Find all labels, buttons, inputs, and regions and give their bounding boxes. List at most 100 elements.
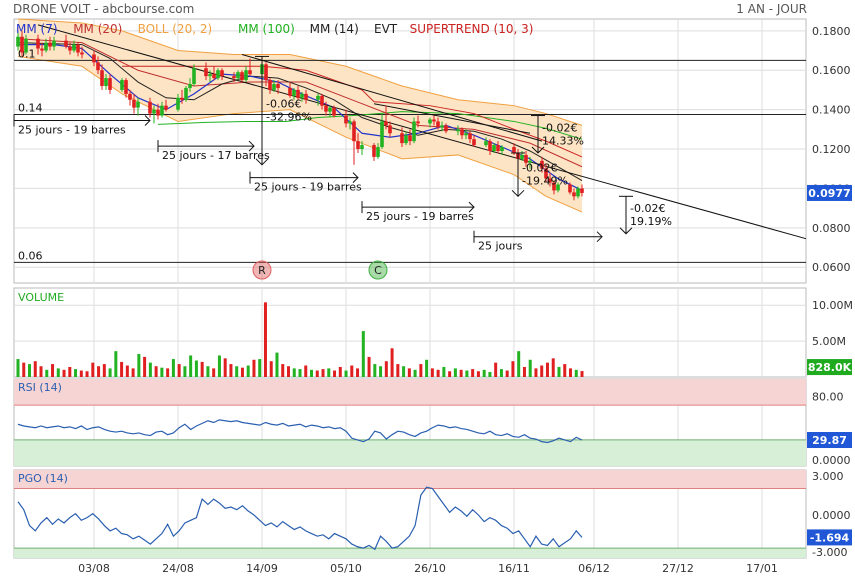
candle-body: [484, 141, 488, 146]
volume-bar: [200, 361, 204, 377]
volume-bar: [545, 362, 549, 377]
volume-bar: [240, 367, 244, 377]
price-panel: 0.06000.08000.10000.12000.14000.16000.18…: [13, 18, 852, 284]
legend-item: MM (7): [16, 22, 58, 36]
candle-body: [152, 109, 156, 114]
volume-bar: [396, 364, 400, 377]
candle-body: [16, 36, 20, 47]
candle-body: [440, 125, 444, 128]
candle-body: [488, 141, 492, 151]
candle-body: [512, 147, 516, 153]
volume-bar: [511, 361, 515, 377]
volume-bar: [223, 358, 227, 377]
volume-bar: [327, 368, 331, 377]
volume-bar: [171, 359, 175, 377]
candle-body: [136, 101, 140, 108]
volume-bar: [390, 348, 394, 377]
candle-body: [40, 48, 44, 51]
volume-last-label: 828.0K: [808, 361, 852, 374]
candle-body: [400, 133, 404, 144]
volume-bar: [494, 362, 498, 377]
volume-bar: [528, 359, 532, 377]
candle-body: [388, 125, 392, 134]
candle-body: [48, 42, 52, 47]
legend-item: SUPERTREND (10, 3): [410, 22, 534, 36]
candle-body: [236, 72, 240, 79]
price-tick-label: 0.0600: [812, 261, 851, 274]
volume-bar: [482, 369, 486, 377]
candle-body: [80, 52, 84, 55]
volume-bar: [148, 362, 152, 377]
volume-bar: [189, 355, 193, 377]
mm20-line: [17, 38, 583, 168]
volume-bar: [304, 365, 308, 377]
measure-arrow: [619, 227, 633, 235]
candle-body: [132, 99, 136, 108]
volume-bar: [568, 368, 572, 377]
candle-body: [232, 76, 236, 79]
volume-bar: [465, 370, 469, 377]
volume-bar: [22, 362, 26, 377]
candle-body: [268, 80, 272, 90]
pgo-oversold-zone: [14, 548, 806, 558]
legend-item: MM (100): [238, 22, 295, 36]
volume-bar: [436, 369, 440, 377]
volume-bar: [91, 362, 95, 377]
volume-bar: [298, 369, 302, 377]
volume-bar: [419, 364, 423, 377]
volume-bar: [476, 371, 480, 377]
candle-body: [404, 135, 408, 144]
candle-body: [428, 119, 432, 124]
candle-body: [300, 93, 304, 98]
pgo-title: PGO (14): [18, 472, 68, 485]
volume-bar: [68, 366, 72, 377]
candle-body: [412, 121, 416, 142]
measure-value: -0.02€: [522, 162, 557, 175]
candle-body: [576, 188, 580, 197]
last-price-badge: [807, 184, 852, 201]
pgo-tick-label: 3.000: [812, 470, 844, 483]
trendline: [37, 24, 807, 240]
pgo-tick-label: -3.000: [812, 546, 847, 559]
volume-bar: [229, 364, 233, 377]
candle-body: [192, 68, 196, 85]
volume-last-badge: [807, 359, 852, 376]
candle-body: [148, 101, 152, 114]
rsi-last-badge: [807, 432, 852, 449]
volume-bar: [379, 366, 383, 377]
candle-body: [176, 97, 180, 110]
volume-bar: [344, 370, 348, 377]
x-tick-label: 06/12: [578, 562, 610, 575]
volume-bar: [79, 370, 83, 377]
volume-bar: [356, 368, 360, 377]
volume-bar: [540, 365, 544, 377]
candle-body: [104, 78, 108, 86]
volume-bar: [574, 369, 578, 377]
volume-bar: [108, 368, 112, 377]
bollinger-lower: [17, 55, 583, 213]
event-marker: [368, 260, 388, 280]
cycle-label: 25 jours - 19 barres: [254, 181, 362, 194]
volume-bar: [102, 364, 106, 377]
x-axis: 03/08 24/08 14/09 05/10 26/10 16/11 06/12 27/12…: [78, 562, 778, 575]
candle-body: [220, 70, 224, 77]
volume-bar: [120, 361, 124, 377]
measure-pct: 19.19%: [630, 215, 672, 228]
price-tick-label: 0.0800: [812, 222, 851, 235]
candle-body: [332, 107, 336, 116]
rsi-panel: 0.0000 80.00 RSI (14) 29.87: [13, 378, 852, 467]
event-marker: [252, 260, 272, 280]
x-tick-label: 05/10: [330, 562, 362, 575]
volume-bar: [471, 369, 475, 377]
candle-body: [288, 87, 292, 96]
volume-bar: [114, 351, 118, 377]
candle-body: [540, 160, 544, 169]
candle-body: [444, 125, 448, 132]
pgo-last-label: -1.694: [810, 531, 850, 544]
candle-body: [304, 93, 308, 100]
volume-bar: [321, 369, 325, 377]
candle-body: [520, 154, 524, 159]
candle-body: [248, 70, 252, 75]
volume-bar: [350, 365, 354, 377]
volume-bar: [310, 369, 314, 377]
